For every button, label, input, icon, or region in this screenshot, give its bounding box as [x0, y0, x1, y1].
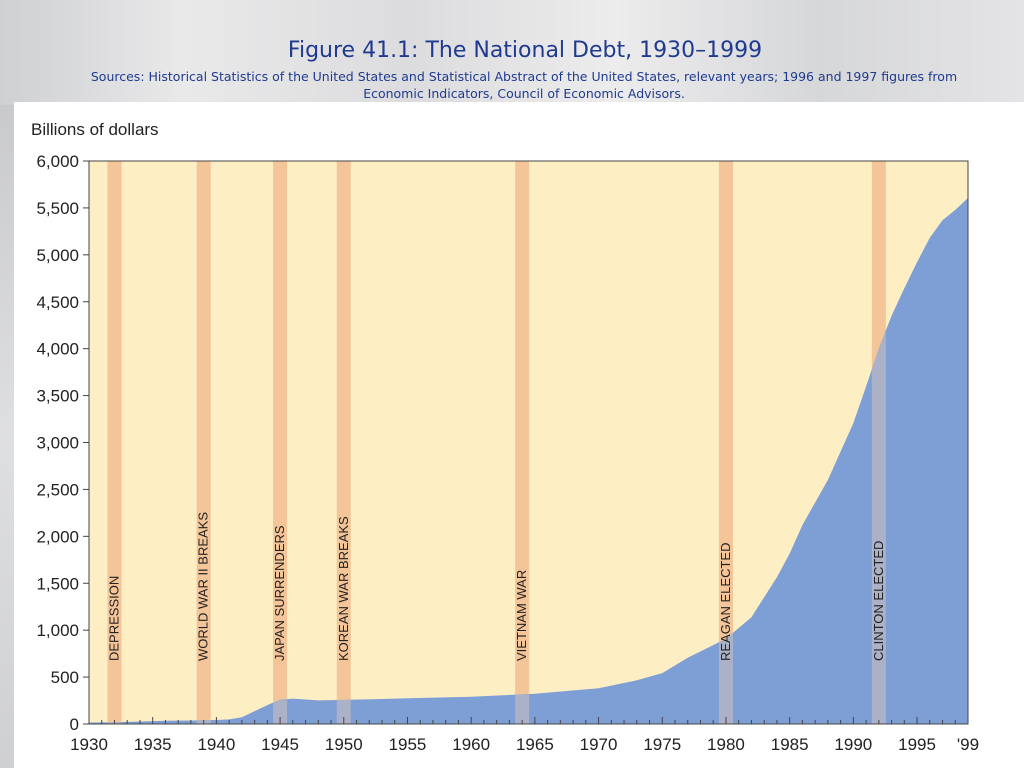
x-tick-label-1: 1935 — [134, 735, 172, 754]
x-tick-label-13: 1995 — [898, 735, 936, 754]
x-tick-label-6: 1960 — [452, 735, 490, 754]
y-tick-label-2: 1,000 — [36, 621, 79, 640]
background-left-strip — [0, 105, 14, 768]
y-tick-label-1: 500 — [51, 668, 79, 687]
x-tick-label-7: 1965 — [516, 735, 554, 754]
y-tick-label-8: 4,000 — [36, 340, 79, 359]
event-label-1: WORLD WAR II BREAKS — [196, 512, 211, 661]
event-band-4 — [515, 161, 530, 724]
x-tick-label-3: 1945 — [261, 735, 299, 754]
x-tick-label-10: 1980 — [707, 735, 745, 754]
x-tick-label-2: 1940 — [197, 735, 235, 754]
y-tick-label-11: 5,500 — [36, 199, 79, 218]
y-tick-label-6: 3,000 — [36, 434, 79, 453]
event-band-3 — [336, 161, 351, 724]
x-tick-label-5: 1955 — [389, 735, 427, 754]
event-label-5: REAGAN ELECTED — [718, 543, 733, 661]
y-tick-label-10: 5,000 — [36, 246, 79, 265]
event-label-2: JAPAN SURRENDERS — [272, 525, 287, 661]
y-tick-label-12: 6,000 — [36, 152, 79, 171]
y-axis-label: Billions of dollars — [31, 120, 159, 139]
event-band-5 — [718, 161, 733, 724]
y-tick-label-7: 3,500 — [36, 387, 79, 406]
x-tick-label-4: 1950 — [325, 735, 363, 754]
x-tick-label-9: 1975 — [643, 735, 681, 754]
event-label-6: CLINTON ELECTED — [871, 541, 886, 661]
y-tick-label-4: 2,000 — [36, 527, 79, 546]
x-tick-label-8: 1970 — [580, 735, 618, 754]
background-header — [0, 0, 1024, 105]
event-label-0: DEPRESSION — [106, 576, 121, 661]
chart-subtitle: Sources: Historical Statistics of the Un… — [90, 69, 958, 101]
y-tick-label-3: 1,500 — [36, 574, 79, 593]
y-tick-label-0: 0 — [70, 715, 79, 734]
event-band-2 — [273, 161, 288, 724]
x-tick-label-14: '99 — [957, 735, 979, 754]
y-tick-label-5: 2,500 — [36, 480, 79, 499]
event-label-4: VIETNAM WAR — [514, 570, 529, 661]
x-tick-label-0: 1930 — [70, 735, 108, 754]
event-label-3: KOREAN WAR BREAKS — [336, 516, 351, 661]
y-tick-label-9: 4,500 — [36, 293, 79, 312]
event-band-1 — [196, 161, 211, 724]
chart-title: Figure 41.1: The National Debt, 1930–199… — [287, 38, 763, 63]
x-tick-label-11: 1985 — [771, 735, 809, 754]
event-band-0 — [107, 161, 122, 724]
x-tick-label-12: 1990 — [834, 735, 872, 754]
